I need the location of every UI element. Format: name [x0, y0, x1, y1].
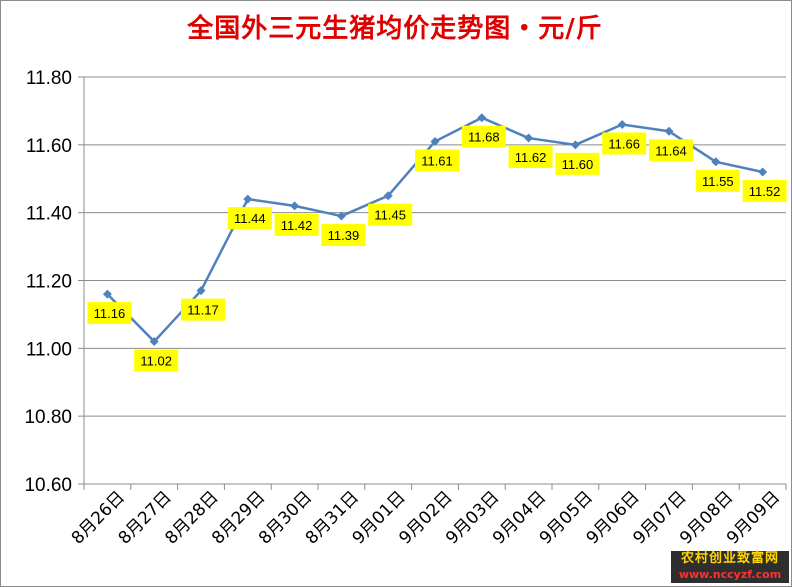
y-tick-labels: 10.60 10.80 11.00 11.20 11.40 11.60 11.80 [24, 68, 72, 496]
x-tick-labels: 8月26日8月27日8月28日8月29日8月30日8月31日9月01日9月02日… [68, 487, 784, 548]
data-label-bg [321, 224, 366, 247]
data-point [383, 191, 393, 201]
chart-title: 全国外三元生猪均价走势图・元/斤 [187, 14, 603, 44]
data-label-bg [134, 349, 179, 372]
y-tick-label: 11.80 [26, 68, 72, 89]
data-label-bg [695, 169, 740, 192]
data-label-bg [415, 149, 459, 172]
y-tick-label: 10.80 [24, 407, 72, 428]
data-point [664, 126, 674, 136]
data-point [570, 140, 580, 150]
data-label: 11.66 [608, 136, 640, 151]
data-label: 11.16 [94, 306, 126, 321]
data-label: 11.52 [749, 184, 781, 199]
data-label: 11.60 [562, 157, 594, 172]
data-label: 11.17 [187, 303, 219, 318]
data-label-bg [649, 139, 693, 162]
data-label: 11.45 [374, 208, 406, 223]
data-label: 11.62 [515, 150, 547, 165]
data-point [524, 133, 534, 143]
data-label-bg [274, 213, 319, 236]
data-label-bg [181, 298, 225, 321]
data-label-bg [461, 125, 506, 148]
data-label: 11.55 [702, 174, 734, 189]
y-tick-label: 11.00 [26, 339, 72, 360]
data-point [711, 157, 721, 167]
data-label-bg [227, 207, 272, 230]
y-tick-label: 10.60 [24, 475, 72, 496]
data-point [243, 194, 253, 204]
data-label: 11.44 [234, 211, 266, 226]
watermark-text: 农村创业致富网 [680, 551, 779, 566]
data-label: 11.42 [281, 218, 313, 233]
data-label-bg [602, 132, 647, 155]
data-point [430, 136, 440, 146]
data-label-bg [508, 146, 553, 169]
y-tick-label: 11.20 [26, 272, 72, 293]
data-point [336, 211, 346, 221]
data-point [617, 119, 627, 129]
markers [102, 113, 768, 347]
data-label: 11.39 [328, 228, 360, 243]
data-point [196, 286, 206, 296]
data-label-bg [555, 152, 600, 175]
data-point [758, 167, 768, 177]
data-label: 11.61 [421, 153, 453, 168]
axes [78, 76, 787, 490]
watermark-logo: 农村创业致富网 www.nccyzf.com [671, 551, 789, 583]
data-label: 11.02 [140, 354, 172, 369]
data-label-bg [368, 203, 413, 226]
data-point [477, 113, 487, 123]
y-tick-label: 11.60 [26, 136, 72, 157]
data-labels: 11.16 11.02 11.17 11.44 11.42 11.39 11.45 11.61… [87, 125, 787, 372]
data-label: 11.64 [655, 143, 687, 158]
y-tick-label: 11.40 [26, 204, 72, 225]
data-label: 11.68 [468, 130, 500, 145]
data-point [290, 201, 300, 211]
watermark-url: www.nccyzf.com [678, 568, 782, 581]
data-point [149, 337, 159, 347]
data-label-bg [742, 179, 787, 202]
data-label-bg [87, 302, 132, 325]
data-point [102, 289, 112, 299]
